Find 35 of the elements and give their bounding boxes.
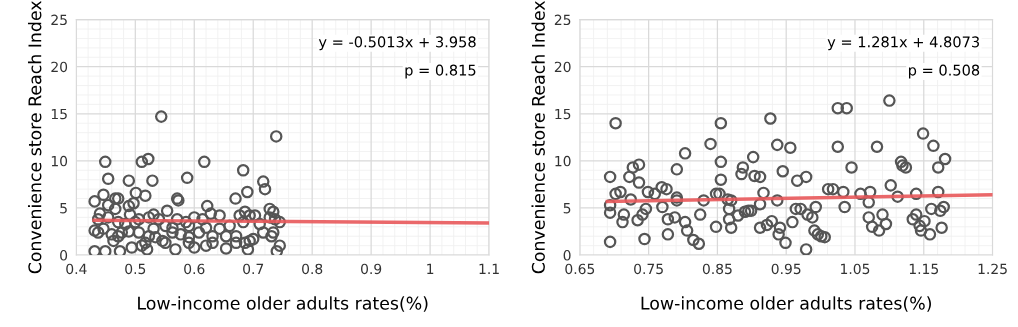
y-axis-title: Convenience store Reach Index bbox=[27, 0, 42, 274]
x-tick-label: 0.5 bbox=[125, 263, 146, 275]
x-tick-label: 1.05 bbox=[841, 263, 870, 275]
annotation: y = 1.281x + 4.8073 bbox=[827, 36, 979, 51]
y-tick-label: 25 bbox=[51, 14, 67, 26]
y-tick-label: 10 bbox=[555, 155, 571, 167]
annotation: y = -0.5013x + 3.958 bbox=[318, 36, 476, 51]
y-tick-label: 25 bbox=[554, 14, 571, 26]
annotation: p = 0.815 bbox=[405, 64, 476, 79]
x-tick-label: 1.15 bbox=[909, 263, 939, 275]
y-tick-label: 20 bbox=[51, 61, 68, 73]
x-tick-label: 0.65 bbox=[565, 263, 595, 275]
y-tick-label: 10 bbox=[51, 155, 68, 167]
y-axis-title: Convenience store Reach Index bbox=[531, 0, 545, 274]
x-tick-label: 1 bbox=[427, 263, 434, 274]
y-tick-label: 0 bbox=[563, 250, 571, 261]
y-tick-label: 0 bbox=[60, 250, 68, 261]
x-tick-label: 0.8 bbox=[302, 263, 323, 275]
x-tick-label: 1.1 bbox=[479, 263, 499, 274]
x-tick-label: 0.75 bbox=[634, 263, 663, 275]
x-tick-label: 0.85 bbox=[702, 263, 732, 275]
x-axis-title: Low-income older adults rates(%) bbox=[641, 296, 931, 312]
annotation: p = 0.508 bbox=[909, 64, 980, 79]
x-tick-label: 0.6 bbox=[184, 263, 205, 275]
y-tick-label: 20 bbox=[554, 61, 571, 73]
x-tick-label: 1.25 bbox=[978, 263, 1007, 275]
y-tick-label: 15 bbox=[51, 108, 67, 120]
y-tick-label: 15 bbox=[555, 108, 571, 120]
x-tick-label: 0.7 bbox=[243, 263, 264, 275]
x-tick-label: 0.4 bbox=[66, 263, 87, 275]
x-tick-label: 0.9 bbox=[361, 263, 382, 275]
x-tick-label: 0.95 bbox=[771, 263, 801, 275]
y-tick-label: 5 bbox=[60, 203, 67, 214]
x-axis-title: Low-income older adults rates(%) bbox=[138, 296, 428, 312]
y-tick-label: 5 bbox=[563, 203, 571, 214]
